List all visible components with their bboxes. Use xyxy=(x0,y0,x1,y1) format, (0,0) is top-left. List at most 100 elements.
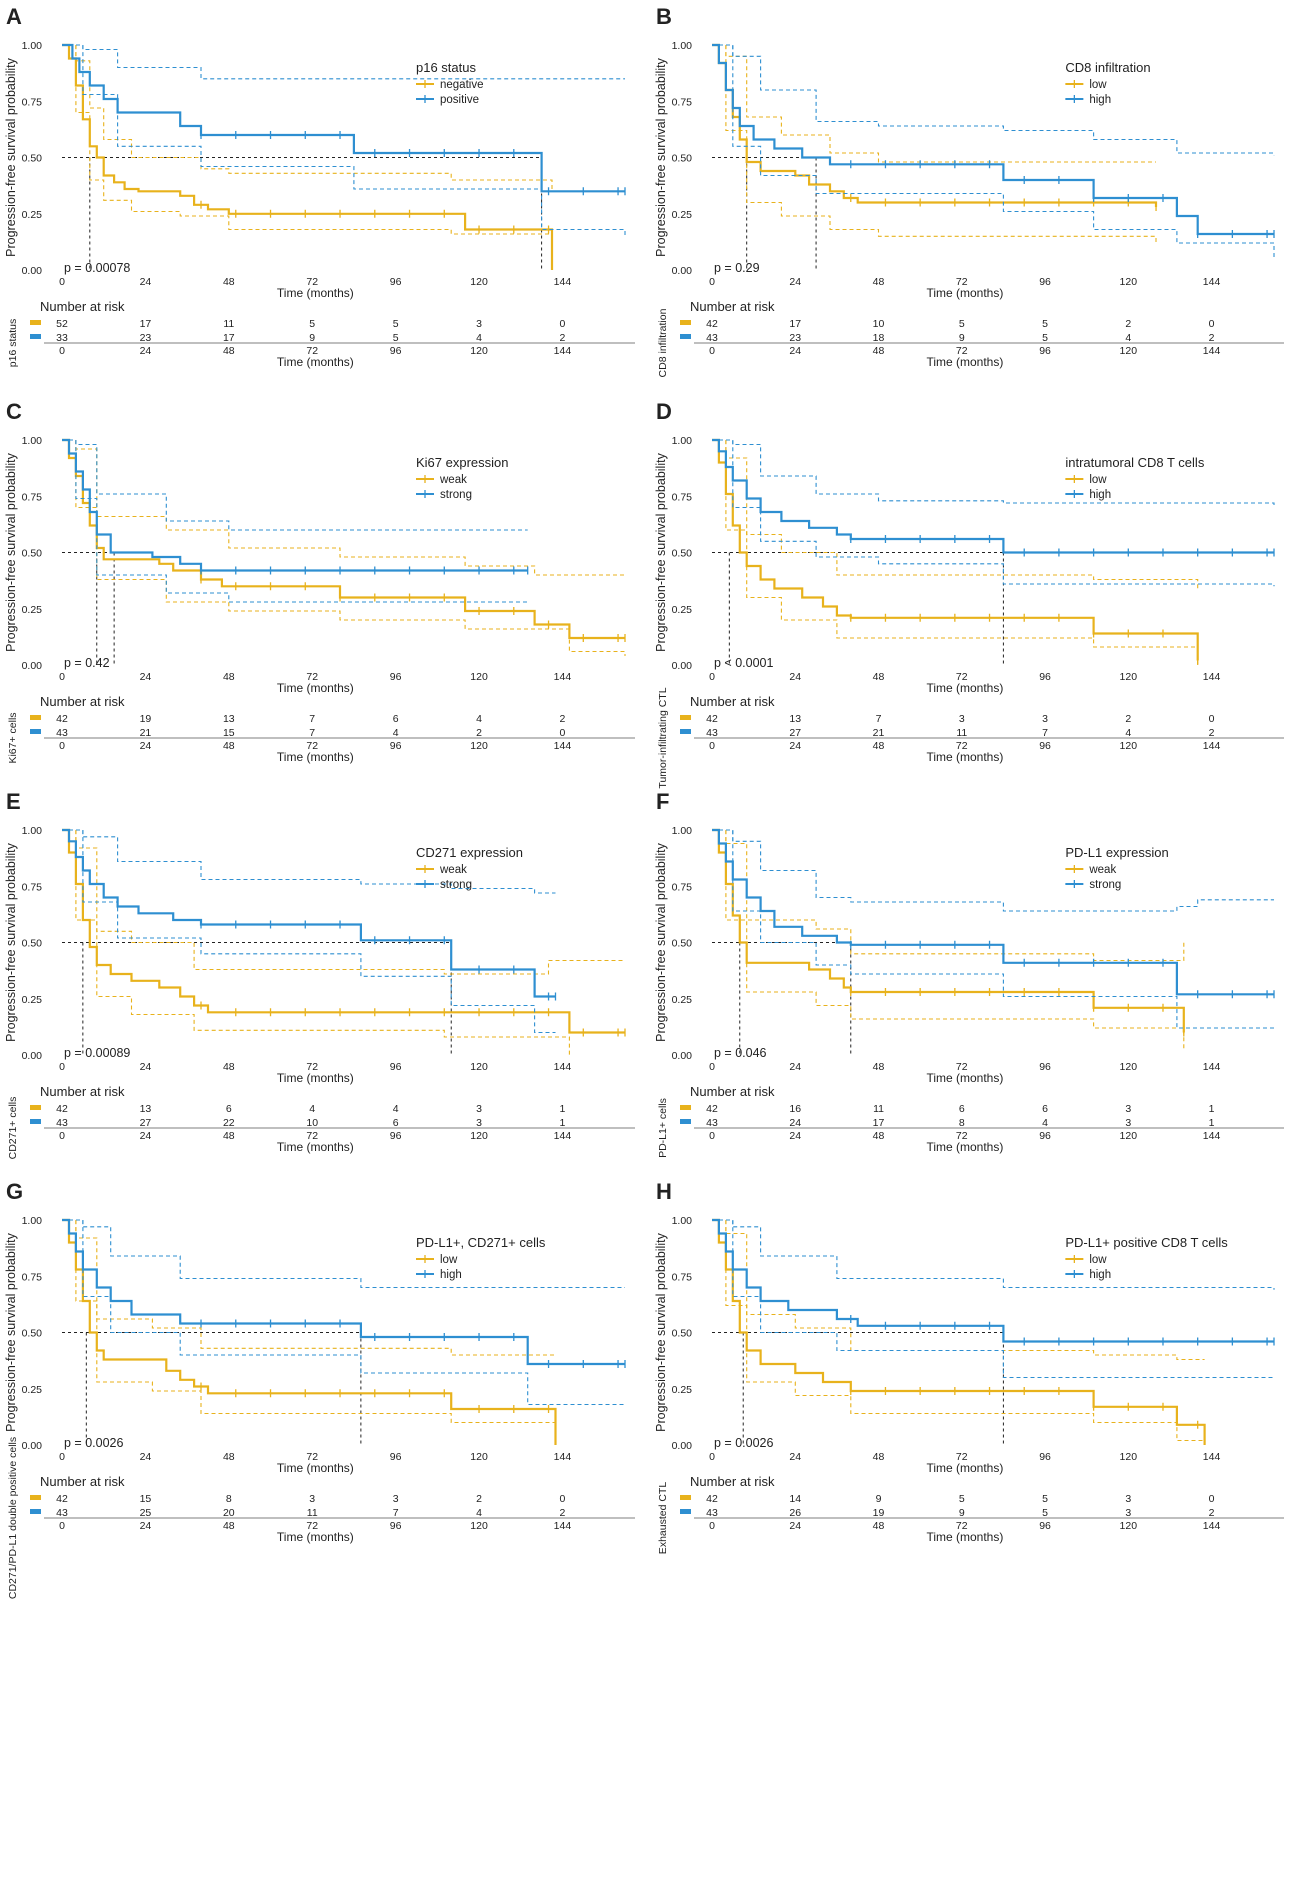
risk-cell: 1 xyxy=(1209,1117,1215,1129)
x-tick-label: 120 xyxy=(1120,671,1138,683)
confidence-lower-line xyxy=(62,44,553,248)
risk-cell: 24 xyxy=(789,1117,801,1129)
series-weak xyxy=(712,828,1185,1051)
risk-cell: 2 xyxy=(1209,727,1215,739)
risk-x-axis-label: Time (months) xyxy=(926,1530,1003,1544)
y-tick-label: 0.00 xyxy=(672,1440,693,1452)
legend-label: high xyxy=(1089,94,1111,106)
x-tick-label: 96 xyxy=(390,276,402,288)
confidence-upper-line xyxy=(62,44,625,80)
x-axis-label: Time (months) xyxy=(277,681,354,695)
risk-x-tick-label: 96 xyxy=(1039,345,1051,357)
risk-cell: 42 xyxy=(706,713,718,725)
x-tick-label: 0 xyxy=(709,1451,715,1463)
legend-title: intratumoral CD8 T cells xyxy=(1065,455,1204,470)
y-tick-label: 0.25 xyxy=(672,1384,693,1396)
risk-cell: 0 xyxy=(560,727,566,739)
x-tick-label: 48 xyxy=(223,671,235,683)
y-tick-label: 1.00 xyxy=(22,40,43,52)
risk-cell: 9 xyxy=(959,332,965,344)
y-tick-label: 1.00 xyxy=(672,435,693,447)
legend-label: strong xyxy=(1089,879,1121,891)
y-tick-label: 0.50 xyxy=(672,1328,693,1340)
y-tick-label: 0.50 xyxy=(672,153,693,165)
legend-label: high xyxy=(1089,1269,1111,1281)
risk-cell: 1 xyxy=(1209,1103,1215,1115)
x-tick-label: 120 xyxy=(470,671,488,683)
risk-row-swatch xyxy=(680,729,691,734)
risk-cell: 15 xyxy=(223,727,235,739)
p-value: p = 0.0026 xyxy=(714,1436,773,1450)
series-low xyxy=(712,1218,1206,1445)
risk-cell: 23 xyxy=(140,332,152,344)
x-tick-label: 120 xyxy=(470,1061,488,1073)
risk-table-label: p16 status xyxy=(7,319,19,367)
risk-x-tick-label: 24 xyxy=(789,1520,801,1532)
risk-cell: 20 xyxy=(223,1507,235,1519)
confidence-upper-line xyxy=(712,1219,1205,1361)
risk-cell: 43 xyxy=(706,727,718,739)
risk-x-tick-label: 48 xyxy=(223,1520,235,1532)
x-tick-label: 96 xyxy=(1039,276,1051,288)
y-tick-label: 1.00 xyxy=(672,1215,693,1227)
y-tick-label: 0.50 xyxy=(22,548,43,560)
risk-x-tick-label: 96 xyxy=(390,740,402,752)
risk-cell: 3 xyxy=(309,1493,315,1505)
risk-cell: 2 xyxy=(560,1507,566,1519)
x-tick-label: 0 xyxy=(709,1061,715,1073)
risk-table-label: CD8 infiltration xyxy=(657,308,669,377)
x-tick-label: 0 xyxy=(709,671,715,683)
legend-title: CD8 infiltration xyxy=(1065,60,1150,75)
risk-row-swatch xyxy=(30,1495,41,1500)
risk-cell: 3 xyxy=(1042,713,1048,725)
risk-x-tick-label: 24 xyxy=(140,345,152,357)
panel-c: C Progression-free survival probability 0.… xyxy=(4,399,635,764)
risk-x-tick-label: 72 xyxy=(956,1130,968,1142)
series-high xyxy=(712,438,1275,587)
risk-x-tick-label: 48 xyxy=(873,1130,885,1142)
y-tick-label: 0.25 xyxy=(672,994,693,1006)
p-value: p = 0.046 xyxy=(714,1046,767,1060)
confidence-lower-line xyxy=(62,829,570,1055)
risk-x-tick-label: 72 xyxy=(956,740,968,752)
legend-title: PD-L1+ positive CD8 T cells xyxy=(1065,1235,1228,1250)
x-tick-label: 48 xyxy=(873,1451,885,1463)
x-tick-label: 120 xyxy=(470,276,488,288)
x-tick-label: 120 xyxy=(1120,1061,1138,1073)
confidence-lower-line xyxy=(62,44,626,237)
confidence-upper-line xyxy=(712,829,1274,912)
risk-row-swatch xyxy=(680,334,691,339)
confidence-lower-line xyxy=(62,1219,557,1441)
risk-row-swatch xyxy=(680,1495,691,1500)
x-tick-label: 96 xyxy=(1039,671,1051,683)
x-tick-label: 96 xyxy=(390,671,402,683)
panel-a: A Progression-free survival probability 0.… xyxy=(4,4,635,369)
x-tick-label: 120 xyxy=(1120,276,1138,288)
x-tick-label: 24 xyxy=(140,276,152,288)
risk-cell: 7 xyxy=(393,1507,399,1519)
legend-label: low xyxy=(440,1254,458,1266)
risk-cell: 0 xyxy=(560,318,566,330)
y-axis-label: Progression-free survival probability xyxy=(4,452,18,651)
legend-label: high xyxy=(440,1269,462,1281)
x-tick-label: 72 xyxy=(306,1451,318,1463)
risk-x-axis-label: Time (months) xyxy=(277,750,354,764)
risk-cell: 7 xyxy=(1042,727,1048,739)
y-axis-label: Progression-free survival probability xyxy=(654,1232,668,1431)
legend-label: low xyxy=(1089,474,1107,486)
risk-cell: 6 xyxy=(959,1103,965,1115)
risk-cell: 43 xyxy=(706,332,718,344)
risk-x-tick-label: 0 xyxy=(59,1130,65,1142)
risk-cell: 33 xyxy=(56,332,68,344)
risk-table-title: Number at risk xyxy=(40,299,125,314)
risk-cell: 3 xyxy=(476,1103,482,1115)
confidence-lower-line xyxy=(712,44,1275,259)
risk-row-swatch xyxy=(680,715,691,720)
risk-row-swatch xyxy=(680,320,691,325)
y-axis-label: Progression-free survival probability xyxy=(654,452,668,651)
risk-cell: 9 xyxy=(309,332,315,344)
x-tick-label: 72 xyxy=(956,1061,968,1073)
risk-x-tick-label: 0 xyxy=(709,740,715,752)
legend-label: negative xyxy=(440,79,483,91)
risk-cell: 42 xyxy=(56,1103,68,1115)
